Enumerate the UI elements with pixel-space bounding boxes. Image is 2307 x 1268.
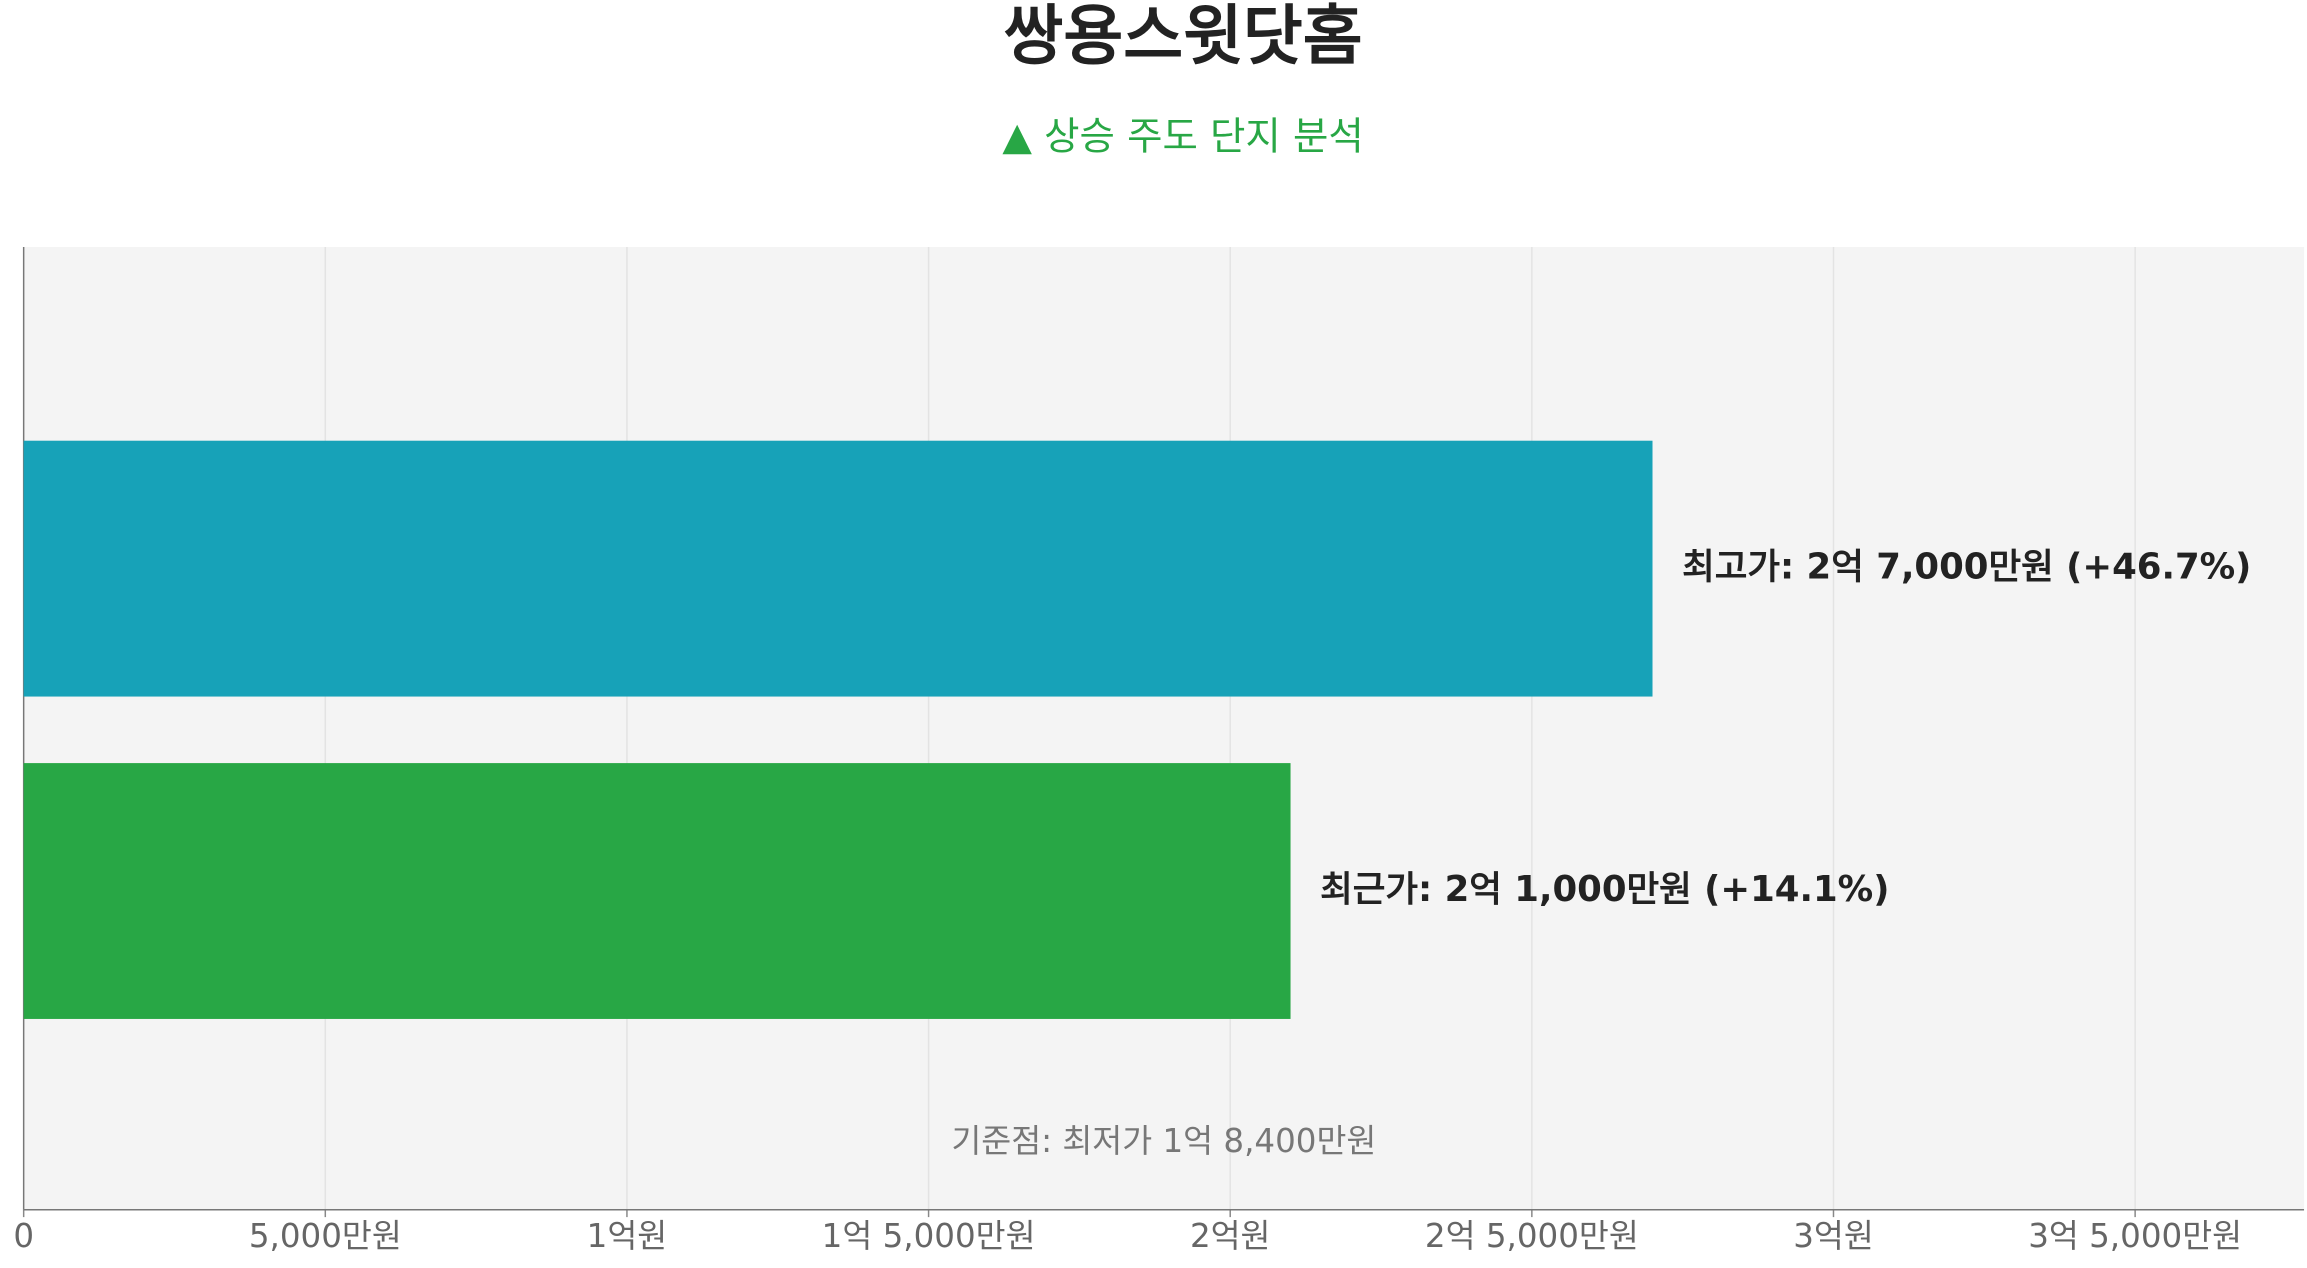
chart-title: 쌍용스윗닷홈 [1004,0,1363,74]
x-tick-label: 5,000만원 [249,1217,402,1255]
x-tick-label: 1억원 [587,1217,668,1255]
plot-background [23,246,2305,1210]
chart-subtitle: ▲ 상승 주도 단지 분석 [1002,115,1363,160]
x-tick-label: 3억 5,000만원 [2028,1217,2242,1255]
x-tick-label: 3억원 [1793,1217,1874,1255]
annotation: 기준점: 최저가 1억 8,400만원 [951,1122,1376,1160]
bar [23,440,1653,697]
x-tick-label: 2억 5,000만원 [1425,1217,1639,1255]
x-tick-label: 2억원 [1190,1217,1271,1255]
bar-value-label: 최근가: 2억 1,000만원 (+14.1%) [1320,869,1889,910]
x-tick-label: 1억 5,000만원 [822,1217,1036,1255]
bar-value-label: 최고가: 2억 7,000만원 (+46.7%) [1682,547,2251,588]
x-tick-label: 0 [13,1217,34,1255]
bar [23,763,1291,1019]
